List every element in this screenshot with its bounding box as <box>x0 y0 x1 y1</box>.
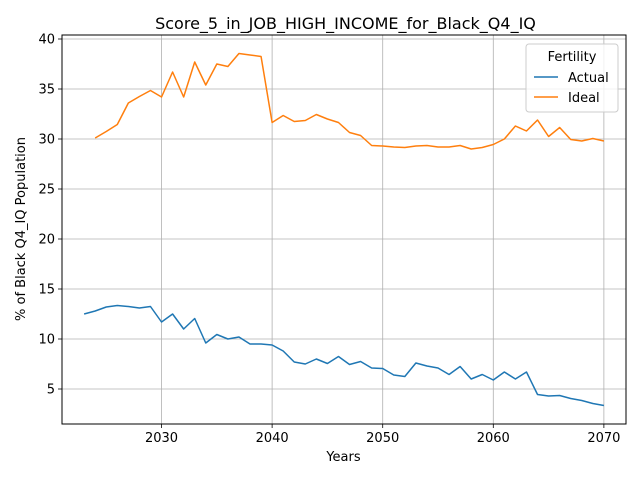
x-tick-label: 2060 <box>477 431 510 446</box>
y-axis-label: % of Black Q4_IQ Population <box>14 137 29 321</box>
y-tick-label: 20 <box>38 233 55 248</box>
chart-title: Score_5_in_JOB_HIGH_INCOME_for_Black_Q4_… <box>155 14 536 34</box>
legend-label-ideal: Ideal <box>568 91 600 106</box>
series-line-ideal <box>94 52 605 150</box>
x-axis-label: Years <box>325 450 361 465</box>
grid <box>62 35 626 424</box>
axis-ticks: 2030 2040 2050 2060 2070 5 10 15 20 25 30 35 40 <box>38 33 620 447</box>
y-tick-label: 10 <box>38 333 55 348</box>
y-tick-label: 30 <box>38 133 55 148</box>
y-tick-label: 35 <box>38 83 55 98</box>
y-tick-label: 25 <box>38 183 55 198</box>
legend: Fertility Actual Ideal <box>525 43 619 113</box>
x-tick-label: 2030 <box>145 431 178 446</box>
plot-area-frame <box>61 34 627 425</box>
y-tick-label: 40 <box>38 33 55 48</box>
legend-label-actual: Actual <box>568 71 609 86</box>
x-tick-label: 2050 <box>366 431 399 446</box>
x-tick-label: 2040 <box>256 431 289 446</box>
legend-title: Fertility <box>548 50 597 65</box>
legend-box <box>525 43 619 113</box>
series-line-actual <box>83 304 605 407</box>
x-tick-label: 2070 <box>587 431 620 446</box>
series-lines <box>83 52 605 407</box>
y-tick-label: 15 <box>38 283 55 298</box>
y-tick-label: 5 <box>47 383 55 398</box>
